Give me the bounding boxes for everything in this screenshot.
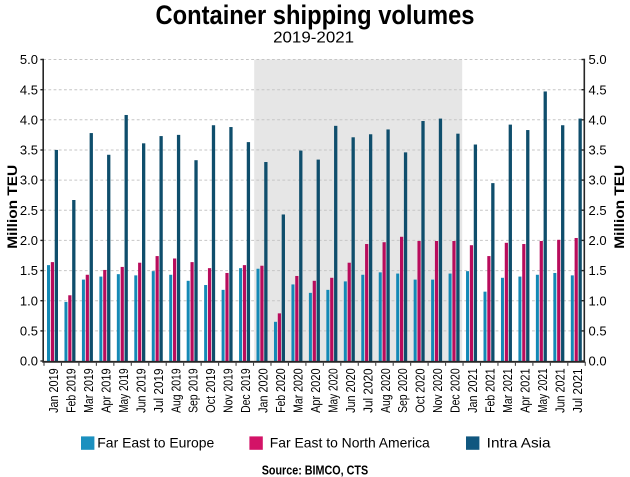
svg-text:Jun 2020: Jun 2020 — [344, 368, 358, 413]
svg-text:2019-2021: 2019-2021 — [273, 30, 354, 47]
svg-text:1.0: 1.0 — [589, 293, 607, 308]
svg-text:Oct 2019: Oct 2019 — [204, 368, 218, 413]
svg-text:Aug 2019: Aug 2019 — [169, 368, 183, 413]
svg-text:3.0: 3.0 — [589, 173, 607, 188]
svg-text:5.0: 5.0 — [20, 52, 38, 67]
svg-text:0.0: 0.0 — [20, 354, 38, 369]
svg-text:Jul 2019: Jul 2019 — [152, 368, 166, 413]
svg-text:4.0: 4.0 — [589, 112, 607, 127]
svg-text:Apr 2020: Apr 2020 — [309, 368, 323, 413]
svg-text:Far East to North America: Far East to North America — [270, 435, 430, 451]
svg-text:3.5: 3.5 — [20, 143, 38, 158]
svg-text:Oct 2020: Oct 2020 — [414, 368, 428, 413]
svg-text:Sep 2019: Sep 2019 — [187, 368, 201, 413]
svg-text:Container shipping volumes: Container shipping volumes — [156, 0, 475, 30]
svg-text:Jan 2019: Jan 2019 — [47, 368, 61, 413]
svg-text:4.5: 4.5 — [589, 82, 607, 97]
svg-text:Jul 2020: Jul 2020 — [361, 368, 375, 413]
svg-text:Far East to Europe: Far East to Europe — [97, 435, 214, 451]
svg-text:Dec 2020: Dec 2020 — [449, 368, 463, 413]
svg-text:4.5: 4.5 — [20, 82, 38, 97]
svg-text:2.5: 2.5 — [589, 203, 607, 218]
svg-text:Jul 2021: Jul 2021 — [571, 368, 585, 413]
svg-text:0.0: 0.0 — [589, 354, 607, 369]
svg-text:Feb 2019: Feb 2019 — [64, 368, 78, 413]
svg-text:Dec 2019: Dec 2019 — [239, 368, 253, 413]
svg-text:1.5: 1.5 — [589, 263, 607, 278]
svg-text:2.0: 2.0 — [589, 233, 607, 248]
svg-text:Nov 2019: Nov 2019 — [222, 368, 236, 413]
svg-text:Feb 2021: Feb 2021 — [484, 368, 498, 413]
svg-text:2.0: 2.0 — [20, 233, 38, 248]
svg-text:Apr 2021: Apr 2021 — [518, 368, 532, 413]
svg-text:5.0: 5.0 — [589, 52, 607, 67]
svg-text:Million TEU: Million TEU — [611, 165, 627, 249]
svg-text:Mar 2020: Mar 2020 — [291, 368, 305, 413]
svg-text:Apr 2019: Apr 2019 — [99, 368, 113, 413]
svg-text:1.0: 1.0 — [20, 293, 38, 308]
svg-text:Jan 2020: Jan 2020 — [257, 368, 271, 413]
svg-text:Feb 2020: Feb 2020 — [274, 368, 288, 413]
svg-text:3.5: 3.5 — [589, 143, 607, 158]
svg-text:Jan 2021: Jan 2021 — [466, 368, 480, 413]
svg-text:Sep 2020: Sep 2020 — [396, 368, 410, 413]
svg-text:May 2019: May 2019 — [117, 368, 131, 413]
svg-text:1.5: 1.5 — [20, 263, 38, 278]
svg-text:Aug 2020: Aug 2020 — [379, 368, 393, 413]
svg-text:Mar 2019: Mar 2019 — [82, 368, 96, 413]
svg-text:2.5: 2.5 — [20, 203, 38, 218]
svg-text:0.5: 0.5 — [589, 324, 607, 339]
svg-text:Million TEU: Million TEU — [4, 165, 20, 249]
svg-text:Source: BIMCO, CTS: Source: BIMCO, CTS — [262, 462, 369, 477]
svg-text:Mar 2021: Mar 2021 — [501, 368, 515, 413]
svg-text:4.0: 4.0 — [20, 112, 38, 127]
svg-text:May 2020: May 2020 — [326, 368, 340, 413]
svg-text:Nov 2020: Nov 2020 — [431, 368, 445, 413]
svg-text:May 2021: May 2021 — [536, 368, 550, 413]
svg-text:3.0: 3.0 — [20, 173, 38, 188]
svg-text:Intra Asia: Intra Asia — [487, 435, 551, 451]
svg-text:0.5: 0.5 — [20, 324, 38, 339]
svg-text:Jun 2019: Jun 2019 — [134, 368, 148, 413]
svg-text:Jun 2021: Jun 2021 — [553, 368, 567, 413]
